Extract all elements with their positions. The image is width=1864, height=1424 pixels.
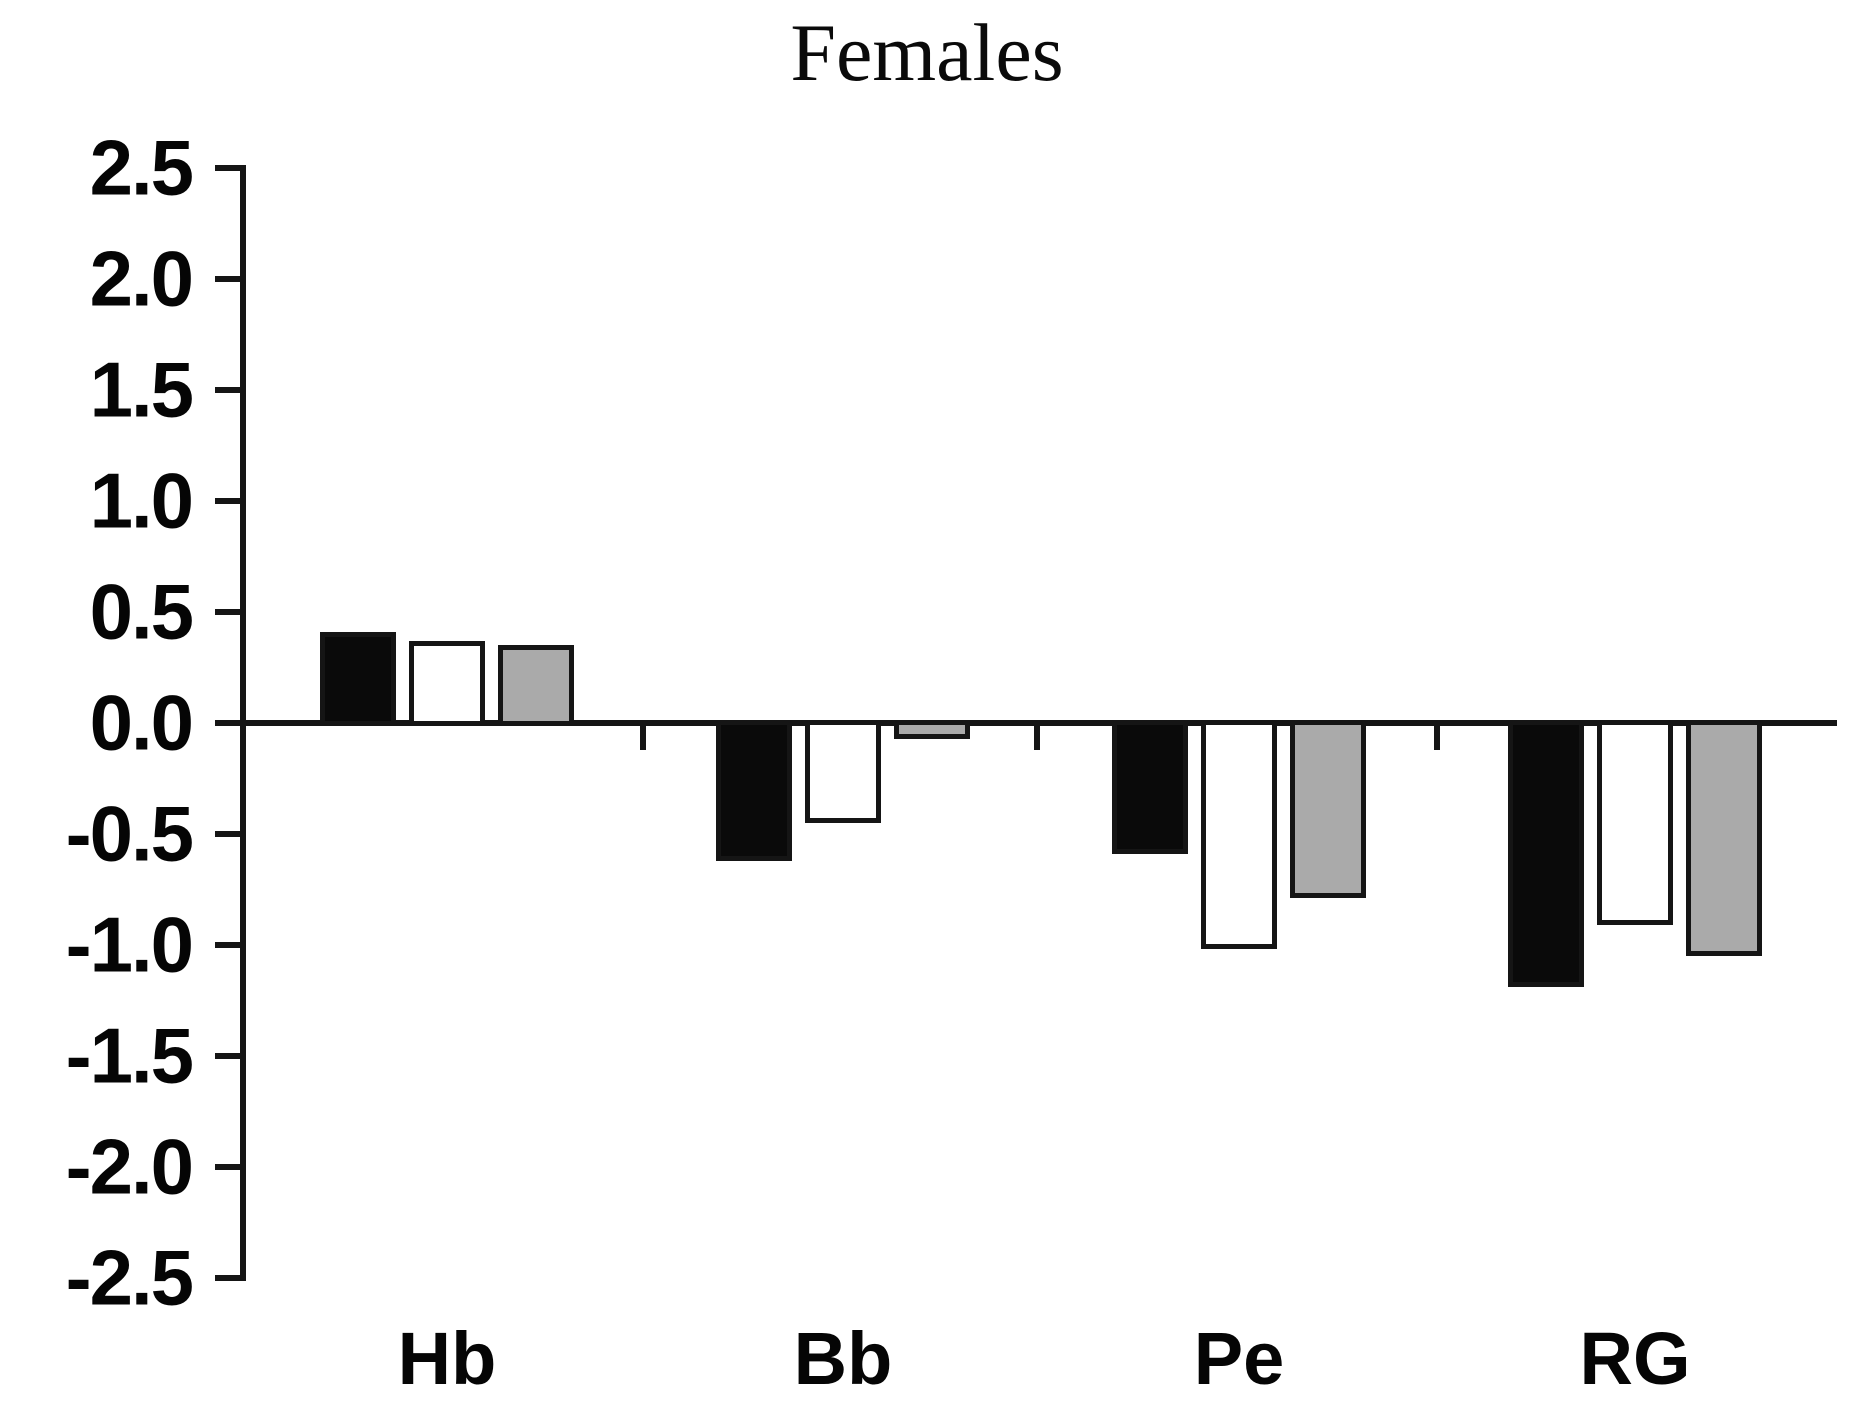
x-axis-tick (1034, 723, 1040, 750)
bar-gray-Hb (498, 645, 574, 726)
x-axis-category-label: Hb (397, 1317, 497, 1400)
y-axis-tick-label: -1.5 (65, 1011, 194, 1100)
y-axis-tick (215, 165, 246, 171)
x-axis-category-label: RG (1579, 1317, 1691, 1400)
bar-gray-Bb (894, 720, 970, 739)
x-axis-tick (640, 723, 646, 750)
y-axis-tick-label: 2.5 (89, 123, 194, 212)
y-axis-tick-label: 1.0 (89, 456, 194, 545)
y-axis-tick (215, 276, 246, 282)
y-axis-tick (215, 387, 246, 393)
y-axis-tick (215, 609, 246, 615)
y-axis-tick (215, 1164, 246, 1170)
y-axis-tick-label: 0.5 (89, 567, 194, 656)
bar-white-Pe (1201, 720, 1277, 950)
x-axis-category-label: Pe (1193, 1317, 1285, 1400)
y-axis-tick (215, 942, 246, 948)
bar-black-Pe (1112, 720, 1188, 854)
bar-black-RG (1508, 720, 1584, 988)
bar-black-Bb (716, 720, 792, 861)
bar-white-Hb (409, 640, 485, 726)
x-axis-tick (1434, 723, 1440, 750)
y-axis-tick-label: -1.0 (65, 900, 194, 989)
y-axis-tick (215, 1053, 246, 1059)
bar-gray-RG (1686, 720, 1762, 957)
y-axis-tick-label: 2.0 (89, 234, 194, 323)
x-axis-category-label: Bb (793, 1317, 893, 1400)
y-axis-tick (215, 1275, 246, 1281)
y-axis-tick-label: -2.5 (65, 1233, 194, 1322)
y-axis-tick (215, 498, 246, 504)
y-axis-tick-label: 0.0 (89, 678, 194, 767)
bar-gray-Pe (1290, 720, 1366, 899)
y-axis-tick-label: 1.5 (89, 345, 194, 434)
y-axis-tick (215, 831, 246, 837)
y-axis-tick-label: -0.5 (65, 789, 194, 878)
y-axis-tick-label: -2.0 (65, 1122, 194, 1211)
bar-white-Bb (805, 720, 881, 823)
bar-white-RG (1597, 720, 1673, 926)
y-axis-tick (215, 720, 246, 726)
bar-black-Hb (320, 631, 396, 726)
chart-title: Females (790, 7, 1064, 98)
